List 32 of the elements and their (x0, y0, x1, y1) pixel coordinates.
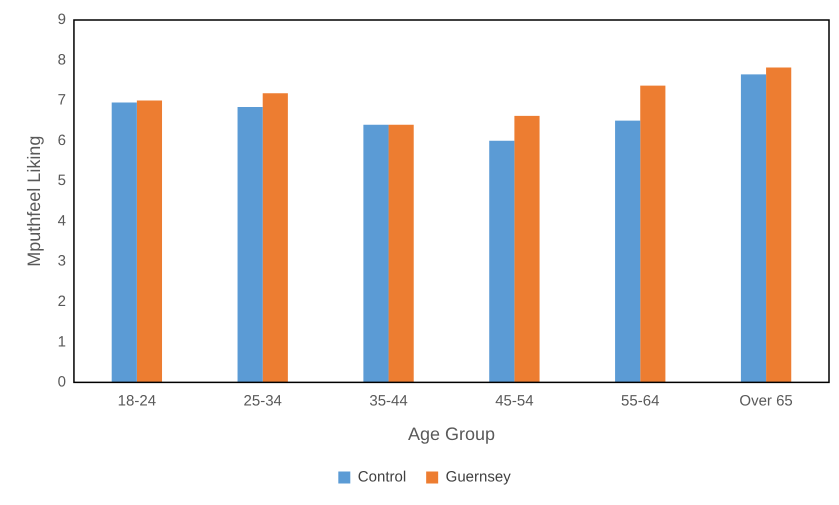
bar (740, 74, 766, 382)
bar (640, 86, 666, 382)
bar (363, 124, 389, 382)
y-tick-label: 6 (58, 132, 66, 149)
x-tick-label: 55-64 (621, 392, 660, 410)
bar (489, 140, 514, 382)
x-tick-label: 25-34 (244, 392, 282, 410)
x-tick-label: Over 65 (739, 392, 793, 410)
bar (514, 116, 540, 382)
bar (262, 93, 288, 382)
x-tick-label: 18-24 (118, 392, 156, 410)
bar (388, 124, 414, 382)
y-tick-label: 0 (58, 374, 66, 391)
legend-label: Guernsey (446, 468, 512, 486)
y-tick-label: 7 (58, 92, 66, 109)
y-axis-title: Mputhfeel Liking (24, 136, 44, 267)
x-tick-label: 35-44 (369, 392, 408, 410)
legend-label: Control (358, 468, 406, 486)
y-tick-label: 3 (58, 252, 66, 270)
y-tick-label: 2 (58, 293, 66, 310)
bar (136, 100, 162, 382)
bar (238, 106, 263, 382)
bar (766, 68, 792, 382)
bar (615, 120, 640, 382)
y-tick-label: 1 (58, 333, 66, 350)
bar (112, 102, 137, 382)
y-tick-label: 5 (58, 172, 66, 190)
y-tick-label: 8 (58, 51, 66, 68)
y-tick-label: 9 (58, 11, 66, 28)
y-tick-label: 4 (58, 212, 66, 230)
x-axis-title: Age Group (408, 424, 495, 444)
x-tick-label: 45-54 (495, 392, 534, 410)
